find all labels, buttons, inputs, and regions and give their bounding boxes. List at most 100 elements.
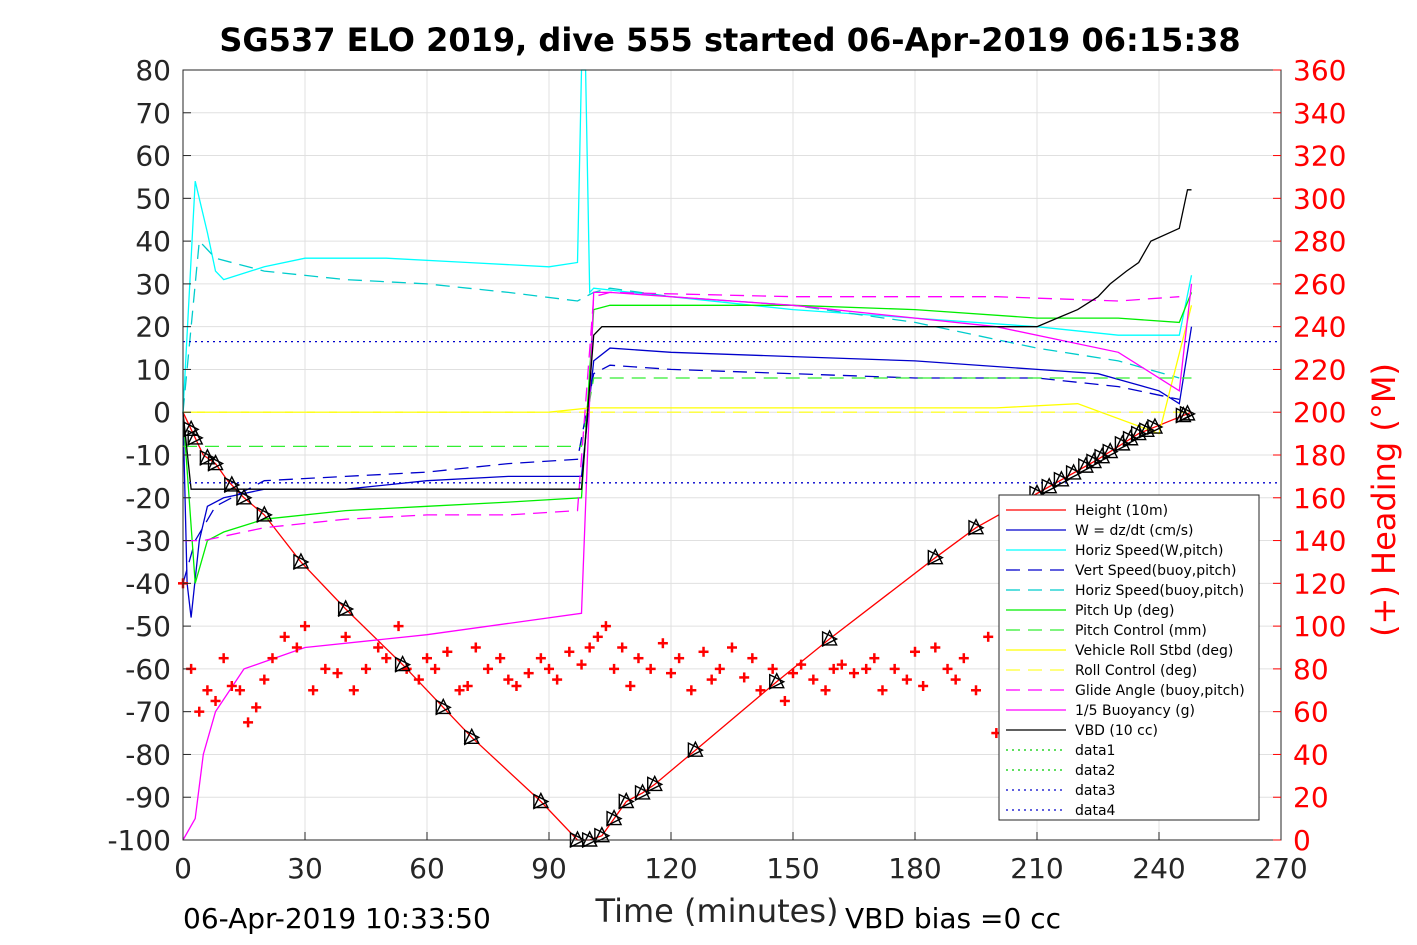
legend-label-2: Horiz Speed(W,pitch) xyxy=(1075,543,1223,559)
y-left-tick-label: 60 xyxy=(135,140,171,173)
y-right-tick-label: 40 xyxy=(1293,738,1329,771)
depth-marker xyxy=(223,475,241,494)
heading-point xyxy=(828,663,839,674)
y-left-tick-label: -70 xyxy=(125,696,171,729)
heading-point xyxy=(674,653,685,664)
heading-point xyxy=(454,685,465,696)
x-axis-label: Time (minutes) xyxy=(595,892,839,930)
y-left-tick-label: -80 xyxy=(125,738,171,771)
heading-point xyxy=(226,681,237,691)
heading-point xyxy=(552,674,563,685)
depth-marker xyxy=(967,518,985,536)
depth-marker xyxy=(687,740,704,759)
legend-label-7: Vehicle Roll Stbd (deg) xyxy=(1075,643,1233,659)
heading-point xyxy=(442,646,453,657)
heading-point xyxy=(413,674,424,685)
y-right-tick-label: 120 xyxy=(1293,567,1346,600)
x-tick-label: 120 xyxy=(644,852,697,885)
depth-marker xyxy=(1085,451,1103,470)
heading-point xyxy=(373,642,384,653)
y-right-tick-label: 180 xyxy=(1293,439,1346,472)
plot-area xyxy=(178,69,1282,849)
y-right-tick-label: 60 xyxy=(1293,696,1329,729)
chart-title: SG537 ELO 2019, dive 555 started 06-Apr-… xyxy=(219,21,1240,59)
heading-point xyxy=(430,663,441,674)
y-right-tick-label: 140 xyxy=(1293,525,1346,558)
footer-timestamp: 06-Apr-2019 10:33:50 xyxy=(183,902,491,935)
heading-point xyxy=(218,653,229,664)
heading-point xyxy=(788,668,798,679)
y-left-tick-label: 20 xyxy=(135,311,171,344)
heading-point xyxy=(503,674,514,685)
heading-point xyxy=(279,631,290,642)
legend-label-6: Pitch Control (mm) xyxy=(1075,623,1207,639)
y-left-tick-label: 50 xyxy=(135,182,171,215)
heading-point xyxy=(877,685,888,696)
depth-marker xyxy=(463,727,481,746)
depth-marker xyxy=(821,629,839,648)
x-tick-label: 180 xyxy=(888,852,941,885)
x-tick-label: 210 xyxy=(1010,852,1063,885)
depth-marker xyxy=(593,826,611,844)
depth-marker xyxy=(532,791,550,810)
heading-point xyxy=(251,702,262,713)
heading-point xyxy=(861,663,872,674)
heading-point xyxy=(535,653,546,664)
legend-label-10: 1/5 Buoyancy (g) xyxy=(1075,703,1195,719)
depth-marker xyxy=(1146,417,1164,436)
heading-point xyxy=(779,695,790,706)
series-line-9 xyxy=(183,291,1180,542)
y-axis-left: 80 70 60 50 40 30 20 10 0 -10 -20 -30 -40 -50 -60 -70 -8… xyxy=(107,54,191,857)
depth-marker xyxy=(1093,447,1111,465)
y-right-tick-label: 340 xyxy=(1293,97,1346,130)
y-left-tick-label: 70 xyxy=(135,97,171,130)
heading-point xyxy=(483,663,493,674)
heading-point xyxy=(576,659,587,670)
heading-point xyxy=(600,621,611,632)
heading-point xyxy=(194,706,205,717)
series-line-6 xyxy=(183,377,1192,448)
legend-box xyxy=(998,494,1260,821)
depth-marker xyxy=(1179,404,1197,423)
legend-label-3: Vert Speed(buoy,pitch) xyxy=(1075,563,1237,579)
heading-point xyxy=(592,631,603,642)
y-axis-right: 3603403203002802602402202001801601401201… xyxy=(1273,54,1346,857)
heading-point xyxy=(706,674,717,685)
x-tick-label: 90 xyxy=(531,852,567,885)
heading-point xyxy=(698,646,709,657)
heading-point xyxy=(259,674,270,685)
heading-point xyxy=(584,642,595,653)
footer-vbd-bias: VBD bias =0 cc xyxy=(845,902,1061,935)
depth-marker xyxy=(1065,463,1083,482)
heading-point xyxy=(942,663,953,674)
marker-layer xyxy=(183,404,1197,849)
heading-point xyxy=(901,674,912,685)
heading-point xyxy=(617,642,628,653)
legend-label-11: VBD (10 cc) xyxy=(1075,723,1158,739)
legend-label-12: data1 xyxy=(1075,743,1115,759)
heading-point xyxy=(666,668,676,679)
heading-point xyxy=(849,668,859,679)
y-left-tick-label: 0 xyxy=(153,396,171,429)
y-left-tick-label: -40 xyxy=(125,567,171,600)
y-right-tick-label: 160 xyxy=(1293,482,1346,515)
heading-point xyxy=(836,659,847,670)
depth-marker xyxy=(292,552,310,571)
heading-point xyxy=(348,685,359,696)
heading-point xyxy=(767,663,778,674)
y-left-tick-label: -20 xyxy=(125,482,171,515)
depth-marker xyxy=(187,428,204,447)
depth-marker xyxy=(199,448,216,466)
x-tick-label: 150 xyxy=(766,852,819,885)
y-left-tick-label: -60 xyxy=(125,653,171,686)
depth-marker xyxy=(435,697,452,716)
series-line-3 xyxy=(182,364,1180,584)
y-right-tick-label: 300 xyxy=(1293,182,1346,215)
heading-point xyxy=(381,653,392,664)
depth-marker xyxy=(1102,442,1119,460)
heading-point xyxy=(714,663,725,674)
heading-point xyxy=(645,663,656,674)
heading-point xyxy=(633,653,644,664)
depth-marker xyxy=(207,453,225,472)
